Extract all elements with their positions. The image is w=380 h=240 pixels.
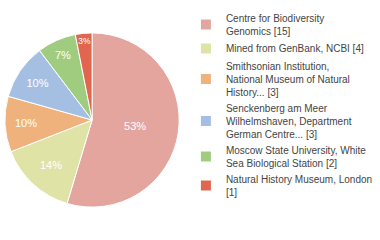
svg-text:10%: 10% <box>15 117 37 129</box>
svg-text:7%: 7% <box>55 49 71 61</box>
svg-text:3%: 3% <box>78 36 91 46</box>
svg-text:Centre for BiodiversityGenomic: Centre for BiodiversityGenomics [15] <box>226 13 324 37</box>
svg-text:Natural History Museum, London: Natural History Museum, London[1] <box>226 174 372 198</box>
svg-text:10%: 10% <box>26 77 48 89</box>
svg-text:Smithsonian Institution,Nation: Smithsonian Institution,National Museum … <box>226 61 350 98</box>
svg-text:14%: 14% <box>40 159 62 171</box>
svg-text:Senckenberg am MeerWilhelmshav: Senckenberg am MeerWilhelmshaven, Depart… <box>226 103 352 140</box>
svg-text:53%: 53% <box>124 120 146 132</box>
svg-text:Moscow State University, White: Moscow State University, WhiteSea Biolog… <box>226 145 366 169</box>
svg-text:Mined from GenBank, NCBI [4]: Mined from GenBank, NCBI [4] <box>226 43 364 54</box>
